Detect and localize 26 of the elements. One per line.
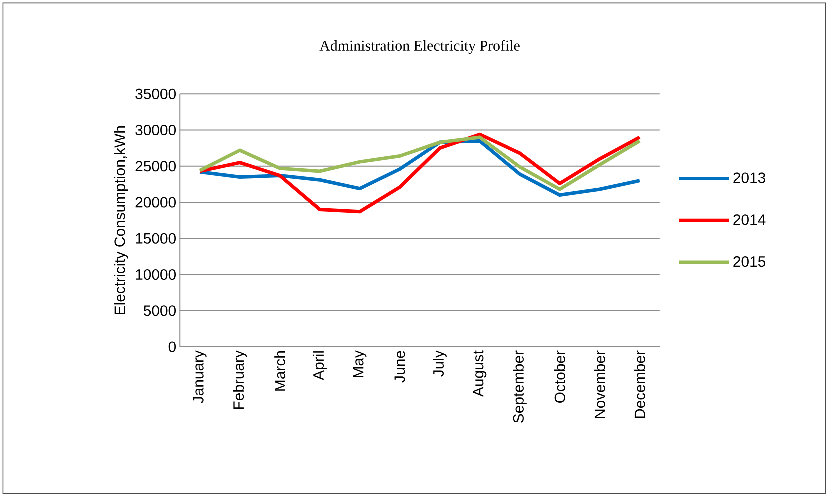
y-tick-label: 15000 — [136, 233, 176, 244]
y-tick-label: 5000 — [144, 306, 176, 316]
x-tick-label: May — [353, 350, 367, 378]
legend-label: 2014 — [734, 214, 766, 226]
x-tick-label: June — [394, 351, 406, 383]
y-tick-label: 0 — [168, 342, 176, 352]
legend-label: 2013 — [734, 172, 766, 184]
y-axis-title: Electricity Consumption,kWh — [114, 126, 128, 314]
x-tick-label: October — [554, 350, 566, 403]
x-tick-label: April — [313, 351, 328, 380]
legend-label: 2015 — [734, 256, 766, 268]
line-series — [198, 132, 642, 214]
y-tick-label: 10000 — [136, 269, 176, 280]
x-tick-label: November — [594, 350, 606, 418]
x-tick-label: December — [634, 350, 646, 418]
x-tick-label: July — [433, 350, 447, 377]
y-tick-label: 20000 — [136, 197, 176, 208]
y-tick-label: 35000 — [136, 88, 176, 100]
x-tick-label: February — [233, 350, 248, 410]
x-tick-label: September — [512, 350, 527, 423]
y-tick-label: 25000 — [136, 161, 176, 172]
y-tick-label: 30000 — [136, 124, 176, 136]
x-tick-label: August — [473, 350, 487, 397]
x-tick-label: March — [274, 351, 286, 391]
x-tick-label: January — [193, 350, 207, 404]
chart-title: Administration Electricity Profile — [320, 40, 520, 54]
